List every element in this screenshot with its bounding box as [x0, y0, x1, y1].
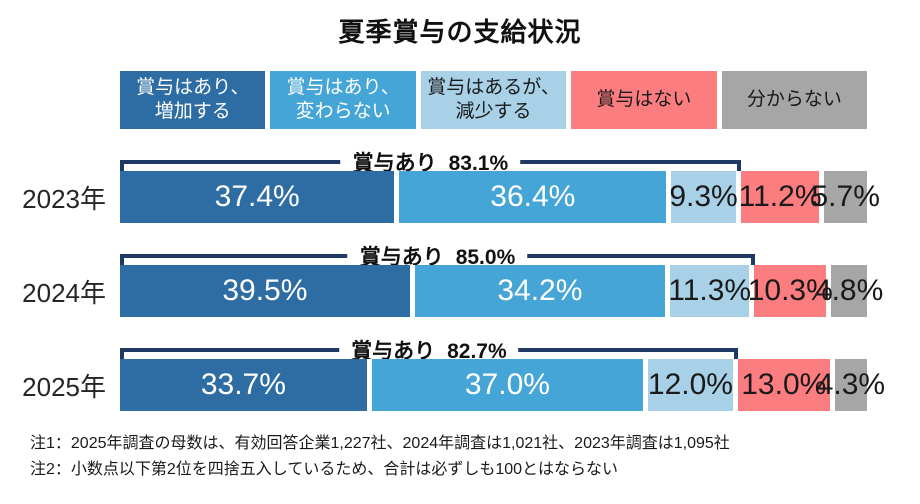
year-label: 2025年 — [22, 371, 106, 402]
bracket-row: 賞与あり 85.0% — [0, 241, 920, 270]
segment-value: 11.2% — [738, 180, 822, 213]
footnote-2: 注2：小数点以下第2位を四捨五入しているため、合計は必ずしも100とはならない — [30, 461, 619, 478]
segment-4: 10.3% — [748, 265, 833, 317]
bracket-gutter — [0, 335, 120, 359]
row-2023年: 賞与あり 83.1% 2023年 37.4% 36.4% 9.3% 11.2% 5.7% — [0, 147, 920, 223]
bracket-row: 賞与あり 83.1% — [0, 147, 920, 176]
segment-5: 4.3% — [817, 359, 885, 411]
bonus-total-value: 82.7% — [447, 340, 507, 363]
bracket-area: 賞与あり 85.0% — [120, 241, 867, 270]
bar-line: 2023年 37.4% 36.4% 9.3% 11.2% 5.7% — [0, 171, 920, 223]
segment-value: 4.8% — [814, 274, 884, 307]
year-label: 2024年 — [22, 277, 106, 308]
legend-label: 賞与はない — [596, 89, 692, 111]
bonus-total-bracket: 賞与あり 85.0% — [120, 246, 755, 270]
bar-rows: 賞与あり 83.1% 2023年 37.4% 36.4% 9.3% 11.2% 5.7% 賞与あ… — [0, 147, 920, 411]
row-2025年: 賞与あり 82.7% 2025年 33.7% 37.0% 12.0% 13.0% 4.3% — [0, 335, 920, 411]
chart-title: 夏季賞与の支給状況 — [338, 17, 582, 47]
stacked-bar: 33.7% 37.0% 12.0% 13.0% 4.3% — [120, 359, 885, 411]
segment-5: 4.8% — [815, 265, 883, 317]
bonus-total-bracket: 賞与あり 83.1% — [120, 152, 741, 176]
bonus-total-value: 85.0% — [455, 246, 516, 269]
segment-value: 11.3% — [668, 274, 752, 307]
segment-value: 10.3% — [747, 274, 833, 307]
segment-3: 9.3% — [669, 171, 741, 223]
year-label: 2023年 — [22, 183, 106, 214]
legend-label: 賞与はあるが、 減少する — [427, 77, 560, 122]
legend-item-3: 賞与はあるが、 減少する — [420, 71, 567, 129]
bracket-gutter — [0, 241, 120, 265]
segment-value: 13.0% — [741, 368, 827, 401]
bar-line: 2025年 33.7% 37.0% 12.0% 13.0% 4.3% — [0, 359, 920, 411]
segment-2: 37.0% — [371, 359, 649, 411]
bracket-row: 賞与あり 82.7% — [0, 335, 920, 364]
bonus-total-text: 賞与あり — [352, 152, 437, 175]
bracket-area: 賞与あり 82.7% — [120, 335, 867, 364]
segment-value: 39.5% — [222, 274, 308, 307]
legend-label: 賞与はあり、 変わらない — [286, 77, 400, 122]
bonus-total-value: 83.1% — [448, 152, 509, 175]
bracket-area: 賞与あり 83.1% — [120, 147, 867, 176]
footnote-1: 注1：2025年調査の母数は、有効回答企業1,227社、2024年調査は1,02… — [30, 435, 730, 452]
segment-2: 36.4% — [399, 171, 672, 223]
row-2024年: 賞与あり 85.0% 2024年 39.5% 34.2% 11.3% 10.3% 4.8% — [0, 241, 920, 317]
legend-label: 分からない — [746, 89, 842, 111]
segment-value: 12.0% — [647, 368, 733, 401]
legend: 賞与はあり、 増加する 賞与はあり、 変わらない 賞与はあるが、 減少する 賞与はない… — [120, 71, 868, 129]
legend-item-1: 賞与はあり、 増加する — [120, 71, 266, 129]
segment-3: 11.3% — [668, 265, 755, 317]
legend-gutter — [0, 71, 120, 129]
legend-label: 賞与はあり、 増加する — [136, 77, 250, 122]
segment-value: 4.3% — [816, 368, 886, 401]
segment-3: 12.0% — [648, 359, 738, 411]
segment-value: 9.3% — [669, 180, 738, 213]
segment-2: 34.2% — [414, 265, 670, 317]
stacked-bar-chart: 賞与はあり、 増加する 賞与はあり、 変わらない 賞与はあるが、 減少する 賞与はない… — [0, 71, 920, 411]
stacked-bar: 39.5% 34.2% 11.3% 10.3% 4.8% — [120, 265, 883, 317]
bar-line: 2024年 39.5% 34.2% 11.3% 10.3% 4.8% — [0, 265, 920, 317]
legend-item-4: 賞与はない — [571, 71, 717, 129]
segment-4: 11.2% — [738, 171, 825, 223]
segment-value: 34.2% — [497, 274, 583, 307]
segment-value: 33.7% — [200, 368, 286, 401]
footnotes: 注1：2025年調査の母数は、有効回答企業1,227社、2024年調査は1,02… — [30, 431, 920, 483]
segment-value: 5.7% — [811, 180, 880, 213]
stacked-bar: 37.4% 36.4% 9.3% 11.2% 5.7% — [120, 171, 880, 223]
segment-5: 5.7% — [812, 171, 880, 223]
bonus-total-text: 賞与あり — [351, 340, 436, 363]
segment-value: 37.0% — [464, 368, 550, 401]
segment-4: 13.0% — [737, 359, 835, 411]
segment-value: 36.4% — [490, 180, 576, 213]
legend-row: 賞与はあり、 増加する 賞与はあり、 変わらない 賞与はあるが、 減少する 賞与はない… — [0, 71, 920, 129]
bracket-gutter — [0, 147, 120, 171]
bonus-total-text: 賞与あり — [359, 246, 444, 269]
segment-value: 37.4% — [214, 180, 300, 213]
legend-item-5: 分からない — [721, 71, 868, 129]
bonus-total-bracket: 賞与あり 82.7% — [120, 340, 738, 364]
segment-1: 33.7% — [120, 359, 372, 411]
legend-item-2: 賞与はあり、 変わらない — [270, 71, 416, 129]
bonus-total-label: 賞与あり 83.1% — [340, 152, 521, 176]
segment-1: 39.5% — [120, 265, 415, 317]
chart-container: 夏季賞与の支給状況 賞与はあり、 増加する 賞与はあり、 変わらない 賞与はあるが、… — [0, 12, 920, 483]
segment-1: 37.4% — [120, 171, 400, 223]
